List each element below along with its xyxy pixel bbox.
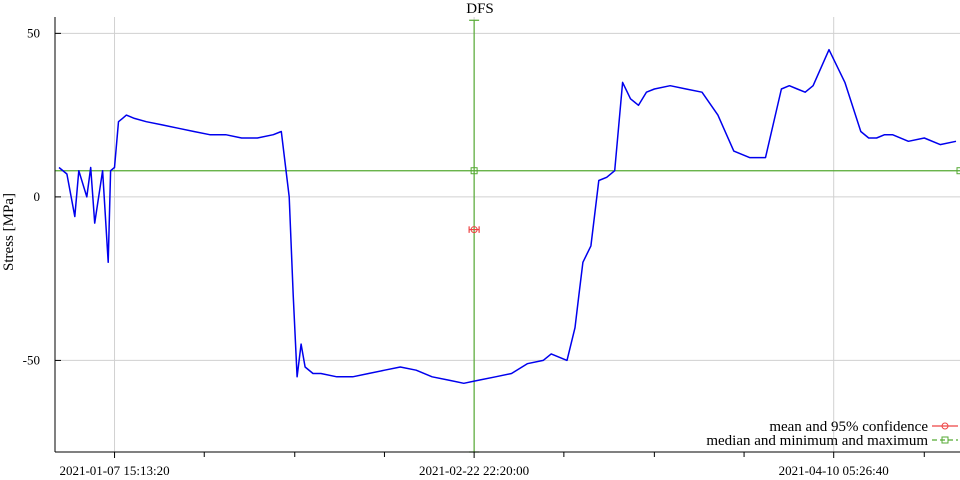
median-layer bbox=[55, 19, 960, 453]
y-tick-label: 50 bbox=[27, 25, 40, 40]
y-tick-label: -50 bbox=[23, 352, 40, 367]
axis-layer: 50 0 -50 2021-01-07 15:13:20 2021-02-22 22:2… bbox=[23, 17, 960, 478]
x-tick-label: 2021-02-22 22:20:00 bbox=[419, 463, 529, 478]
legend-mean-label: mean and 95% confidence bbox=[769, 419, 928, 435]
dfs-series-line bbox=[58, 48, 957, 385]
y-tick-label: 0 bbox=[34, 189, 41, 204]
legend-swatches bbox=[932, 422, 958, 444]
legend: mean and 95% confidence median and minim… bbox=[706, 419, 958, 449]
x-tick-label: 2021-04-10 05:26:40 bbox=[779, 463, 889, 478]
median-point bbox=[470, 167, 478, 175]
legend-median-label: median and minimum and maximum bbox=[706, 433, 928, 449]
y-axis-title: Stress [MPa] bbox=[1, 193, 17, 271]
legend-mean-swatch-marker bbox=[941, 422, 949, 430]
median-point-edge bbox=[956, 167, 960, 175]
chart-title: DFS bbox=[466, 1, 494, 17]
series-layer bbox=[58, 48, 957, 385]
legend-median-swatch-marker bbox=[941, 436, 949, 444]
mean-point bbox=[470, 226, 478, 234]
grid-layer bbox=[55, 17, 960, 452]
mean-layer bbox=[468, 226, 480, 234]
x-tick-label: 2021-01-07 15:13:20 bbox=[59, 463, 169, 478]
